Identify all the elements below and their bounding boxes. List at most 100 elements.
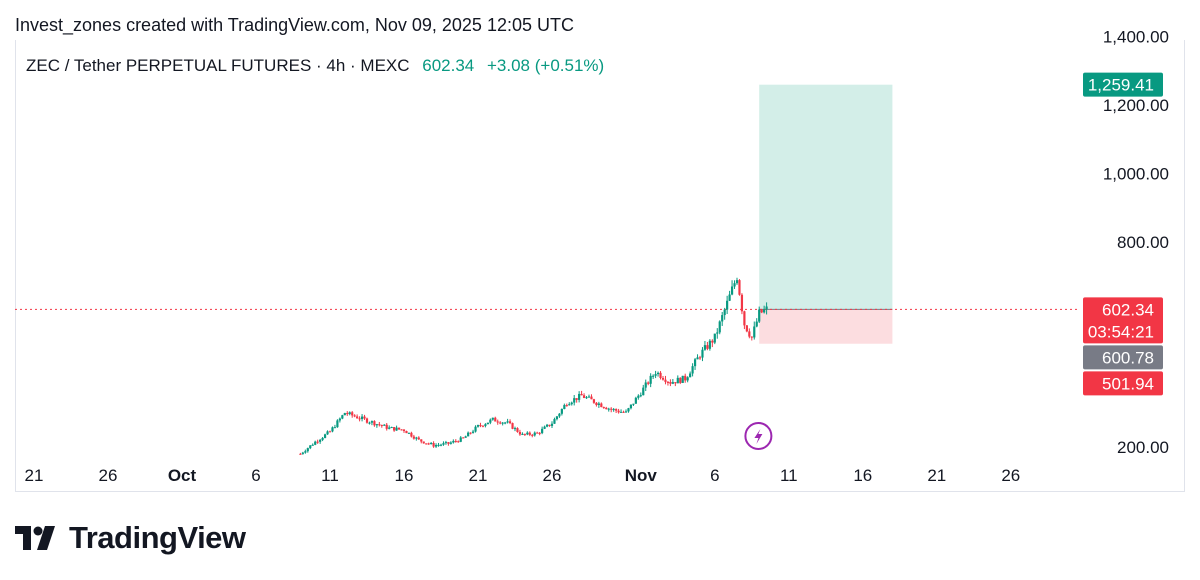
candle[interactable] xyxy=(444,442,448,444)
candle[interactable] xyxy=(659,372,662,378)
candle[interactable] xyxy=(439,444,443,446)
candle[interactable] xyxy=(311,444,314,446)
candle[interactable] xyxy=(735,280,739,284)
candle[interactable] xyxy=(385,424,388,429)
candle[interactable] xyxy=(686,377,689,381)
candle[interactable] xyxy=(622,411,625,413)
candle[interactable] xyxy=(590,396,593,400)
candle[interactable] xyxy=(760,309,763,313)
candle[interactable] xyxy=(390,427,393,429)
candle[interactable] xyxy=(560,409,563,414)
candle[interactable] xyxy=(417,437,420,440)
candle[interactable] xyxy=(481,425,485,427)
candle[interactable] xyxy=(304,451,307,453)
candle[interactable] xyxy=(489,419,492,423)
candle[interactable] xyxy=(442,443,445,445)
candle[interactable] xyxy=(513,428,517,430)
candle[interactable] xyxy=(716,332,719,334)
candle[interactable] xyxy=(545,424,549,427)
candle[interactable] xyxy=(684,375,687,381)
candle[interactable] xyxy=(755,321,758,327)
candle[interactable] xyxy=(415,437,418,439)
candle[interactable] xyxy=(499,422,502,424)
candle[interactable] xyxy=(518,431,522,435)
candle[interactable] xyxy=(733,283,736,287)
candle[interactable] xyxy=(624,411,628,413)
candle[interactable] xyxy=(306,448,309,452)
candle[interactable] xyxy=(486,422,489,425)
candle[interactable] xyxy=(740,294,744,312)
candle[interactable] xyxy=(393,427,396,431)
candle[interactable] xyxy=(696,357,699,360)
candle[interactable] xyxy=(309,445,312,449)
candle[interactable] xyxy=(365,418,369,423)
candle[interactable] xyxy=(457,441,460,443)
candle[interactable] xyxy=(469,432,472,434)
candle[interactable] xyxy=(373,421,376,426)
candle[interactable] xyxy=(523,433,526,435)
candle[interactable] xyxy=(627,408,630,412)
candle[interactable] xyxy=(679,377,682,383)
candle[interactable] xyxy=(644,382,647,388)
candle[interactable] xyxy=(681,375,684,383)
candle[interactable] xyxy=(358,418,361,420)
candle[interactable] xyxy=(504,422,507,424)
candle[interactable] xyxy=(363,416,366,419)
candle[interactable] xyxy=(743,311,746,326)
candle[interactable] xyxy=(652,375,655,377)
candle[interactable] xyxy=(336,420,339,428)
candle[interactable] xyxy=(595,402,598,405)
candle[interactable] xyxy=(548,424,551,426)
candle[interactable] xyxy=(467,432,470,437)
candle[interactable] xyxy=(619,411,623,413)
candle[interactable] xyxy=(434,445,438,447)
candle[interactable] xyxy=(615,409,618,411)
candle[interactable] xyxy=(570,402,573,405)
candle[interactable] xyxy=(691,366,694,374)
candle[interactable] xyxy=(693,359,697,367)
candle[interactable] xyxy=(464,436,467,438)
candle[interactable] xyxy=(634,397,637,404)
candle[interactable] xyxy=(388,427,391,429)
candle[interactable] xyxy=(637,395,640,398)
candle[interactable] xyxy=(314,441,317,445)
candle[interactable] xyxy=(656,372,660,375)
candle[interactable] xyxy=(582,395,586,398)
candle[interactable] xyxy=(612,409,615,411)
candle[interactable] xyxy=(321,437,324,440)
candle[interactable] xyxy=(501,422,504,424)
candle[interactable] xyxy=(573,398,576,403)
candle[interactable] xyxy=(370,421,374,423)
candle[interactable] xyxy=(568,404,571,406)
candle[interactable] xyxy=(607,408,610,410)
candle[interactable] xyxy=(728,294,731,301)
candle[interactable] xyxy=(447,442,450,444)
candle[interactable] xyxy=(341,415,344,419)
candle[interactable] xyxy=(462,437,465,439)
candle[interactable] xyxy=(368,422,371,424)
candle[interactable] xyxy=(356,416,359,419)
candle[interactable] xyxy=(563,405,566,410)
candle[interactable] xyxy=(528,432,531,435)
candle[interactable] xyxy=(430,443,433,445)
candle[interactable] xyxy=(526,432,529,435)
candle[interactable] xyxy=(597,403,600,405)
candle[interactable] xyxy=(765,306,768,310)
candle[interactable] xyxy=(420,439,423,442)
candle[interactable] xyxy=(427,443,430,445)
candle[interactable] xyxy=(578,393,581,400)
candle[interactable] xyxy=(701,349,704,358)
candle[interactable] xyxy=(536,432,539,434)
candle[interactable] xyxy=(587,396,591,398)
candle[interactable] xyxy=(538,432,541,434)
candle[interactable] xyxy=(331,427,334,432)
candle[interactable] xyxy=(763,309,766,313)
candle[interactable] xyxy=(721,315,724,322)
candle[interactable] xyxy=(338,418,341,421)
candle[interactable] xyxy=(407,432,411,434)
candle[interactable] xyxy=(642,387,645,396)
candle[interactable] xyxy=(723,309,726,316)
candle[interactable] xyxy=(745,325,748,332)
candle[interactable] xyxy=(410,432,413,437)
